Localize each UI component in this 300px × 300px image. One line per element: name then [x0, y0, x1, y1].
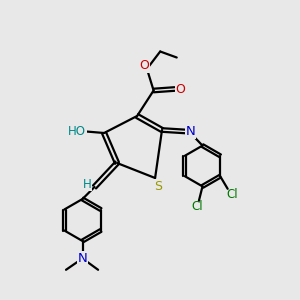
- Text: Cl: Cl: [226, 188, 238, 201]
- Text: N: N: [78, 252, 87, 265]
- Text: Cl: Cl: [191, 200, 203, 213]
- Text: O: O: [176, 82, 185, 95]
- Text: S: S: [154, 180, 162, 193]
- Text: N: N: [186, 125, 195, 138]
- Text: HO: HO: [68, 125, 86, 138]
- Text: O: O: [140, 59, 149, 72]
- Text: H: H: [82, 178, 91, 190]
